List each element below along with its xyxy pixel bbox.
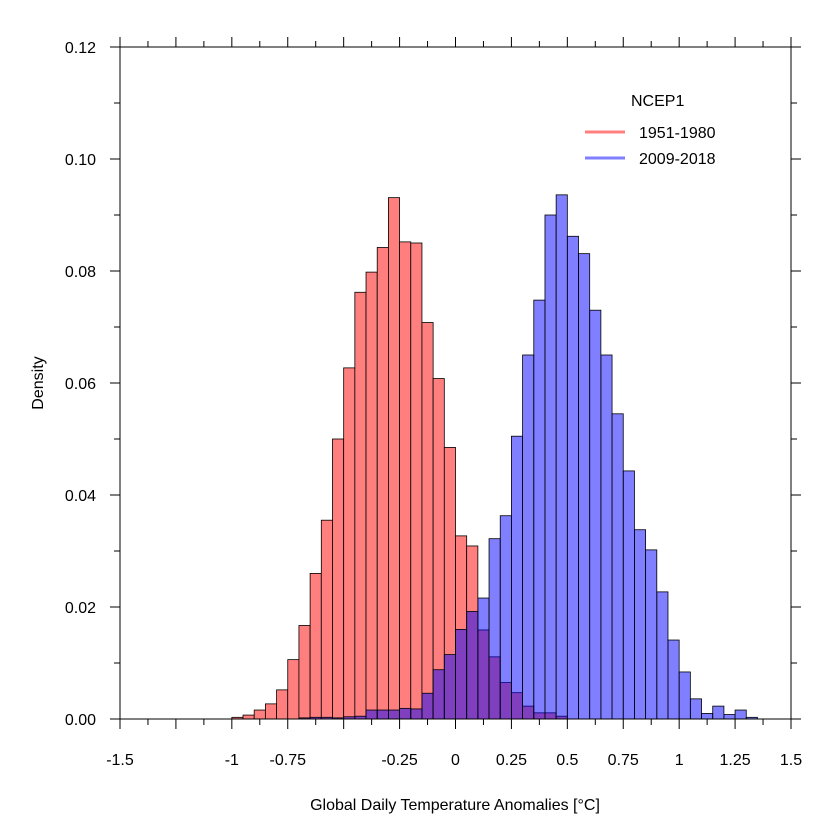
bar-1951-1980--0.85	[264, 703, 277, 720]
x-tick-label: 0.25	[496, 752, 527, 769]
legend: NCEP1 1951-1980 2009-2018	[585, 93, 716, 168]
bar-2009-2018-0.75	[622, 470, 635, 720]
y-tick-label: 0.06	[65, 376, 96, 393]
bar-2009-2018--0.20	[410, 708, 423, 720]
series-2009-2018	[298, 194, 758, 720]
x-axis-title: Global Daily Temperature Anomalies [°C]	[310, 797, 600, 814]
bar-1951-1980--0.35	[376, 247, 389, 720]
bar-2009-2018-0.00	[455, 629, 468, 720]
x-tick-label: -1	[225, 752, 239, 769]
bar-2009-2018-0.25	[511, 435, 524, 720]
y-tick-label: 0.00	[65, 712, 96, 729]
bar-1951-1980--0.40	[365, 271, 378, 720]
bar-1951-1980--0.20	[410, 242, 423, 720]
y-axis-title: Density	[30, 356, 47, 409]
x-tick-label: 1	[675, 752, 684, 769]
x-tick-label: 1.25	[720, 752, 751, 769]
bar-2009-2018-0.70	[611, 413, 624, 720]
bar-2009-2018--0.15	[421, 692, 434, 720]
bar-2009-2018-1.25	[734, 709, 747, 720]
bar-2009-2018-0.65	[600, 354, 613, 720]
bar-2009-2018-1.10	[701, 713, 714, 720]
legend-label-2009-2018: 2009-2018	[639, 151, 716, 168]
bar-1951-1980--0.15	[421, 322, 434, 720]
x-tick-label: 1.5	[780, 752, 802, 769]
bar-2009-2018-0.35	[533, 299, 546, 720]
bar-1951-1980--0.60	[320, 519, 333, 720]
bar-2009-2018-0.40	[544, 214, 557, 720]
x-tick-label: -1.5	[106, 752, 134, 769]
bar-2009-2018-0.50	[566, 235, 579, 720]
bar-2009-2018--0.05	[443, 654, 456, 720]
bar-1951-1980--0.50	[343, 367, 356, 720]
bar-2009-2018-0.95	[667, 639, 680, 720]
bar-1951-1980--0.55	[332, 438, 345, 720]
bar-2009-2018-0.80	[634, 529, 647, 720]
bar-1951-1980--0.70	[298, 625, 311, 720]
y-tick-label: 0.10	[65, 152, 96, 169]
bar-2009-2018-0.15	[488, 538, 501, 720]
y-tick-label: 0.12	[65, 40, 96, 57]
bar-2009-2018-0.60	[589, 309, 602, 720]
x-tick-label: -0.25	[381, 752, 418, 769]
bar-2009-2018--0.40	[365, 709, 378, 720]
bar-1951-1980--0.80	[276, 689, 289, 720]
legend-title: NCEP1	[631, 93, 684, 110]
bar-1951-1980--0.90	[253, 709, 266, 720]
bar-2009-2018--0.10	[432, 669, 445, 720]
bar-1951-1980--0.45	[354, 291, 367, 720]
legend-label-1951-1980: 1951-1980	[639, 125, 716, 142]
x-tick-label: 0	[451, 752, 460, 769]
x-tick-label: -0.75	[270, 752, 307, 769]
bar-2009-2018--0.25	[399, 707, 412, 720]
bar-2009-2018-0.85	[645, 549, 658, 720]
bar-2009-2018-0.90	[656, 591, 669, 720]
bar-1951-1980--0.10	[432, 378, 445, 720]
bar-2009-2018--0.35	[376, 709, 389, 720]
x-tick-label: 0.5	[556, 752, 578, 769]
bar-1951-1980--0.75	[287, 659, 300, 720]
bar-2009-2018--0.30	[387, 709, 400, 720]
bar-2009-2018-1.20	[723, 714, 736, 720]
bar-2009-2018-0.55	[578, 253, 591, 720]
bar-1951-1980--0.25	[399, 241, 412, 720]
y-tick-label: 0.04	[65, 488, 96, 505]
y-tick-label: 0.02	[65, 600, 96, 617]
bar-1951-1980--0.95	[242, 714, 255, 720]
bar-2009-2018-1.15	[712, 705, 725, 720]
bar-2009-2018-0.20	[499, 515, 512, 720]
bar-2009-2018-1.05	[689, 698, 702, 720]
bar-2009-2018-0.45	[555, 194, 568, 720]
axes-layer: -1.5 -1 -0.75 -0.25 0 0.25 0.5 0.75 1 1.25 1.5 0.00…	[65, 37, 802, 769]
bar-1951-1980--0.65	[309, 573, 322, 720]
bar-2009-2018-1.00	[678, 671, 691, 720]
x-tick-label: 0.75	[608, 752, 639, 769]
bar-2009-2018-0.10	[477, 597, 490, 720]
y-tick-label: 0.08	[65, 264, 96, 281]
bar-2009-2018-0.05	[466, 611, 479, 720]
bar-1951-1980--0.30	[387, 197, 400, 720]
bar-2009-2018-0.30	[522, 354, 535, 720]
